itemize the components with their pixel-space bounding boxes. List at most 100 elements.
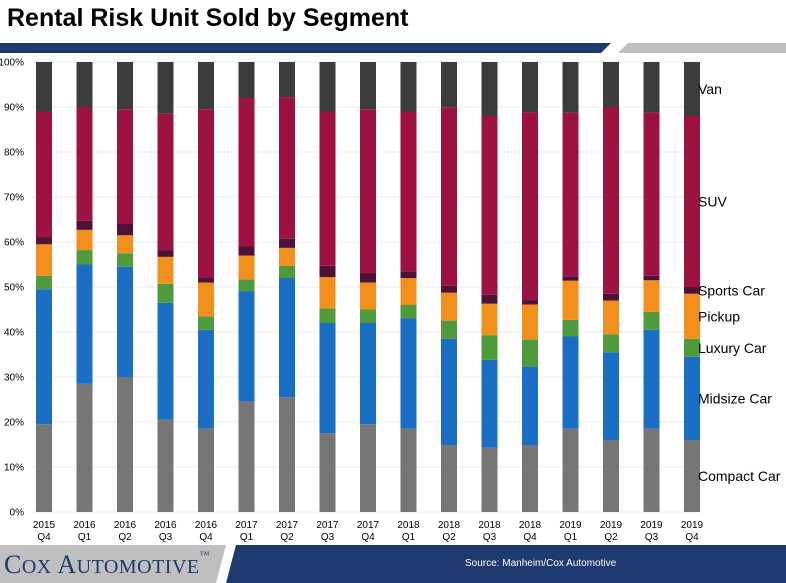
bar-segment-pickup-5: [238, 255, 255, 280]
bar-segment-pickup-10: [441, 292, 457, 321]
bar-segment-midsize-car-6: [279, 278, 295, 398]
x-tick-label: Q4: [199, 532, 213, 543]
bar-segment-luxury-car-8: [360, 309, 376, 323]
legend-compact-car: Compact Car: [698, 468, 781, 484]
y-axis-ticks: 0% 10% 20% 30% 40% 50% 60% 70% 80% 90% 100%: [0, 58, 24, 519]
x-tick-label: 2017: [235, 520, 258, 531]
bar-segment-suv-0: [36, 111, 52, 238]
bar-segment-midsize-car-1: [76, 264, 93, 384]
x-tick-label: Q4: [685, 532, 699, 543]
bar-segment-sports-car-12: [522, 300, 538, 305]
bar-segment-luxury-car-15: [643, 311, 660, 330]
bar-segment-luxury-car-13: [562, 319, 579, 337]
x-tick-label: 2018: [397, 520, 420, 531]
x-axis-ticks: 2015Q42016Q12016Q22016Q32016Q42017Q12017…: [33, 520, 704, 543]
x-tick-label: 2015: [33, 520, 56, 531]
x-tick-label: Q1: [78, 532, 92, 543]
legend-midsize-car: Midsize Car: [698, 390, 772, 406]
footer-gray: [0, 545, 226, 583]
bar-segment-compact-car-14: [603, 440, 619, 512]
bar-segment-sports-car-4: [198, 278, 214, 283]
bar-segment-midsize-car-0: [36, 289, 52, 425]
bar-segment-van-13: [562, 62, 579, 113]
bar-segment-luxury-car-9: [400, 305, 417, 319]
bar-segment-van-6: [279, 62, 295, 98]
y-tick-label: 100%: [0, 58, 24, 69]
bar-segment-van-2: [117, 62, 133, 110]
bar-segment-sports-car-7: [319, 265, 336, 278]
bar-segment-midsize-car-13: [562, 336, 579, 429]
bar-segment-van-15: [643, 62, 660, 113]
x-tick-label: Q3: [159, 532, 173, 543]
bar-segment-sports-car-8: [360, 273, 376, 283]
bar-segment-van-7: [319, 62, 336, 112]
bar-segment-sports-car-1: [76, 220, 93, 230]
bar-segment-pickup-11: [481, 303, 498, 336]
x-tick-label: 2018: [519, 520, 542, 531]
footer-navy: [226, 545, 786, 583]
bar-segment-suv-4: [198, 109, 214, 278]
bar-segment-compact-car-7: [319, 433, 336, 512]
y-tick-label: 0%: [10, 508, 25, 519]
bar-segment-midsize-car-14: [603, 352, 619, 440]
bar-segment-pickup-6: [279, 247, 295, 266]
y-tick-label: 30%: [4, 373, 24, 384]
bar-segment-compact-car-0: [36, 424, 52, 512]
cox-automotive-logo: COX AUTOMOTIVE™: [4, 550, 210, 579]
bar-segment-suv-5: [238, 98, 255, 247]
x-tick-label: Q2: [280, 532, 294, 543]
bar-segment-compact-car-6: [279, 397, 295, 512]
bar-segment-midsize-car-16: [684, 356, 700, 440]
bar-segment-midsize-car-9: [400, 318, 417, 429]
bar-segment-midsize-car-3: [157, 302, 174, 420]
x-tick-label: 2019: [559, 520, 582, 531]
bar-segment-luxury-car-11: [481, 335, 498, 360]
bar-segment-luxury-car-16: [684, 338, 700, 357]
x-tick-label: Q4: [37, 532, 51, 543]
bar-segment-compact-car-10: [441, 445, 457, 512]
bar-segment-sports-car-14: [603, 293, 619, 301]
bar-segment-van-11: [481, 62, 498, 116]
bar-segment-pickup-8: [360, 282, 376, 310]
x-tick-label: 2018: [478, 520, 501, 531]
bar-segment-compact-car-12: [522, 445, 538, 512]
bar-segment-luxury-car-14: [603, 334, 619, 353]
y-tick-label: 10%: [4, 463, 24, 474]
bar-segment-van-14: [603, 62, 619, 107]
x-tick-label: Q2: [442, 532, 456, 543]
bar-segment-suv-13: [562, 112, 579, 277]
bar-segment-compact-car-13: [562, 428, 579, 512]
bar-segment-van-5: [238, 62, 255, 98]
legend-sports-car: Sports Car: [698, 282, 765, 298]
legend: Compact Car Midsize Car Luxury Car Pickup Sp…: [698, 81, 781, 484]
bar-segment-pickup-12: [522, 304, 538, 340]
legend-van: Van: [698, 81, 722, 97]
bars: [36, 62, 700, 512]
bar-segment-compact-car-15: [643, 428, 660, 512]
legend-luxury-car: Luxury Car: [698, 340, 767, 356]
title-rule-navy: [0, 43, 611, 53]
bar-segment-suv-7: [319, 111, 336, 266]
x-tick-label: 2016: [154, 520, 177, 531]
bar-segment-compact-car-16: [684, 440, 700, 512]
bar-segment-suv-15: [643, 112, 660, 276]
bar-segment-sports-car-6: [279, 238, 295, 248]
x-tick-label: Q1: [240, 532, 254, 543]
x-tick-label: Q3: [645, 532, 659, 543]
bar-segment-midsize-car-12: [522, 366, 538, 446]
bar-segment-pickup-15: [643, 280, 660, 312]
bar-segment-midsize-car-8: [360, 323, 376, 425]
bar-segment-midsize-car-10: [441, 338, 457, 446]
bar-segment-pickup-14: [603, 300, 619, 335]
bar-segment-luxury-car-12: [522, 339, 538, 367]
bar-segment-midsize-car-4: [198, 329, 214, 429]
bar-segment-suv-6: [279, 97, 295, 239]
y-tick-label: 40%: [4, 328, 24, 339]
y-tick-label: 90%: [4, 103, 24, 114]
bar-segment-compact-car-11: [481, 447, 498, 512]
bar-segment-luxury-car-5: [238, 279, 255, 292]
bar-segment-van-12: [522, 62, 538, 113]
x-tick-label: Q3: [483, 532, 497, 543]
bar-segment-midsize-car-5: [238, 291, 255, 402]
x-tick-label: 2016: [114, 520, 137, 531]
